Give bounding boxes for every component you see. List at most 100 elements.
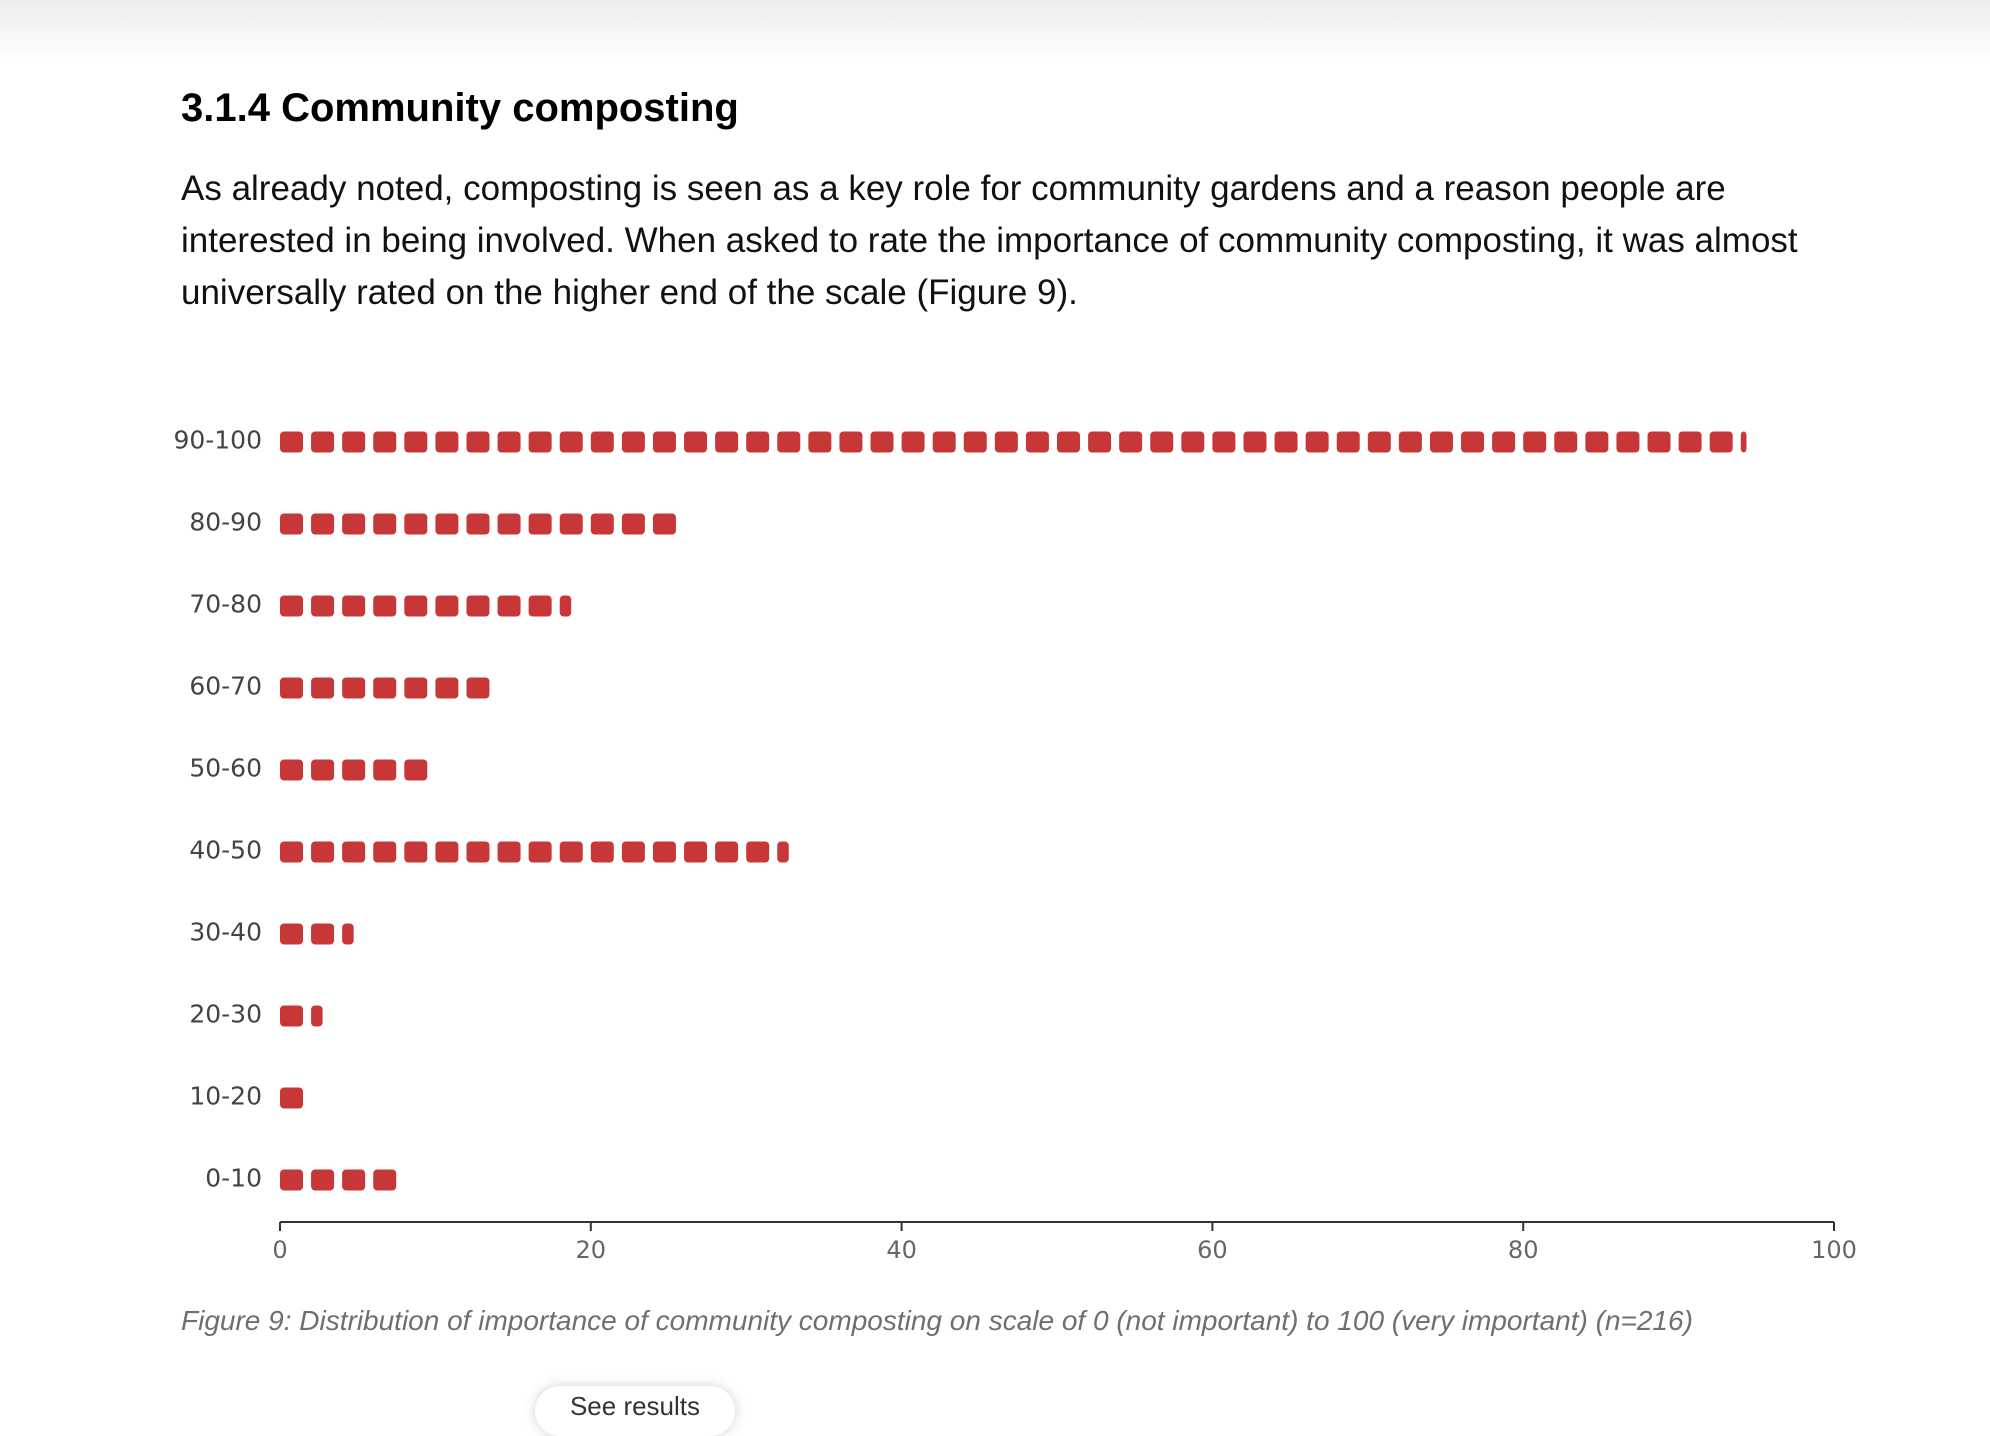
bar-unit <box>528 595 552 617</box>
bar-row: 80-90 <box>189 508 676 537</box>
pictogram-bar-chart: 90-100 80-90 70-80 60-70 50-60 40-50 30-40 20-3… <box>173 426 1857 1265</box>
bar-unit <box>1336 431 1360 453</box>
bar-unit <box>311 513 335 535</box>
bar-unit <box>1709 431 1733 453</box>
bar-unit <box>280 841 303 863</box>
bar-unit <box>1678 431 1702 453</box>
bar-row: 20-30 <box>189 1000 323 1029</box>
bar-unit <box>963 431 987 453</box>
category-label: 80-90 <box>189 508 262 537</box>
bar-unit <box>311 841 335 863</box>
bar-unit <box>621 513 645 535</box>
bar-unit <box>466 677 490 699</box>
bar-unit <box>1367 431 1391 453</box>
bar-unit <box>590 513 614 535</box>
bar-row: 50-60 <box>189 754 428 783</box>
floating-pill-button[interactable]: See results <box>535 1386 735 1436</box>
bar-unit <box>280 595 303 617</box>
bar-unit <box>373 759 397 781</box>
bar-unit <box>466 431 490 453</box>
bar-unit-partial <box>311 1005 323 1027</box>
bar-row: 70-80 <box>189 590 572 619</box>
pill-label: See results <box>569 1391 701 1421</box>
bar-unit <box>311 431 335 453</box>
bar-unit <box>528 513 552 535</box>
bar-unit <box>280 1087 303 1109</box>
category-label: 20-30 <box>189 1000 262 1029</box>
bar-unit <box>342 841 366 863</box>
bar-unit <box>497 513 521 535</box>
x-tick-label: 60 <box>1197 1236 1228 1264</box>
bar-unit <box>1647 431 1671 453</box>
bar-unit <box>1243 431 1267 453</box>
bar-unit <box>777 431 801 453</box>
bar-unit <box>590 841 614 863</box>
bar-row: 40-50 <box>189 836 789 865</box>
bar-unit <box>1523 431 1547 453</box>
bar-unit <box>715 841 739 863</box>
bar-unit <box>1274 431 1298 453</box>
bar-unit <box>1025 431 1049 453</box>
category-label: 30-40 <box>189 918 262 947</box>
bar-unit <box>932 431 956 453</box>
bar-unit <box>466 513 490 535</box>
figure-caption: Figure 9: Distribution of importance of … <box>181 1305 1693 1336</box>
x-tick-label: 40 <box>886 1236 917 1264</box>
bar-unit-partial <box>559 595 572 617</box>
bar-unit <box>901 431 925 453</box>
bar-unit <box>1057 431 1080 453</box>
bar-unit <box>1616 431 1640 453</box>
section-title: 3.1.4 Community composting <box>181 86 739 130</box>
bar-unit <box>1429 431 1453 453</box>
bar-unit <box>311 677 335 699</box>
bar-unit <box>311 923 335 945</box>
bar-unit <box>466 841 490 863</box>
bar-unit <box>280 923 303 945</box>
bar-unit <box>528 841 552 863</box>
bar-unit <box>497 595 521 617</box>
bar-unit <box>1398 431 1422 453</box>
category-label: 0-10 <box>205 1164 262 1193</box>
bar-unit <box>404 431 428 453</box>
bar-unit <box>715 431 739 453</box>
bar-unit <box>746 841 770 863</box>
bar-unit <box>1150 431 1174 453</box>
bar-unit <box>342 595 366 617</box>
bar-unit <box>1305 431 1329 453</box>
category-label: 90-100 <box>173 426 262 455</box>
bar-unit <box>1088 431 1112 453</box>
bar-row: 10-20 <box>189 1082 303 1111</box>
bar-unit <box>311 595 335 617</box>
bar-unit <box>404 677 428 699</box>
bar-unit <box>1119 431 1143 453</box>
bar-unit <box>1585 431 1609 453</box>
bar-unit <box>497 841 521 863</box>
bar-unit <box>373 677 397 699</box>
category-label: 70-80 <box>189 590 262 619</box>
x-tick-label: 0 <box>272 1236 287 1264</box>
bar-unit <box>652 841 676 863</box>
bar-unit <box>435 595 459 617</box>
bar-unit <box>373 431 397 453</box>
bar-unit <box>839 431 863 453</box>
bar-unit <box>373 841 397 863</box>
bar-unit <box>1461 431 1485 453</box>
x-tick-label: 20 <box>576 1236 607 1264</box>
bar-unit <box>870 431 894 453</box>
bar-unit <box>652 431 676 453</box>
bar-unit <box>342 759 366 781</box>
top-shadow <box>0 0 1990 60</box>
bar-unit <box>311 759 335 781</box>
bar-unit <box>746 431 770 453</box>
bar-unit-partial <box>342 923 354 945</box>
bar-unit <box>280 1169 303 1191</box>
bar-unit <box>311 1169 335 1191</box>
bar-unit <box>435 841 459 863</box>
bar-unit <box>280 431 303 453</box>
category-label: 50-60 <box>189 754 262 783</box>
bar-unit <box>497 431 521 453</box>
x-axis: 0 20 40 60 80 100 <box>272 1221 1857 1264</box>
x-tick-label: 80 <box>1508 1236 1539 1264</box>
bar-unit <box>621 841 645 863</box>
bar-unit <box>373 595 397 617</box>
